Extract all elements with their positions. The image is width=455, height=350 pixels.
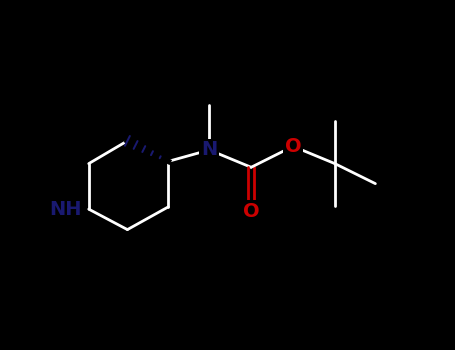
Text: O: O	[285, 137, 301, 156]
Text: O: O	[243, 202, 259, 221]
Text: NH: NH	[50, 199, 82, 219]
Text: N: N	[201, 140, 217, 160]
